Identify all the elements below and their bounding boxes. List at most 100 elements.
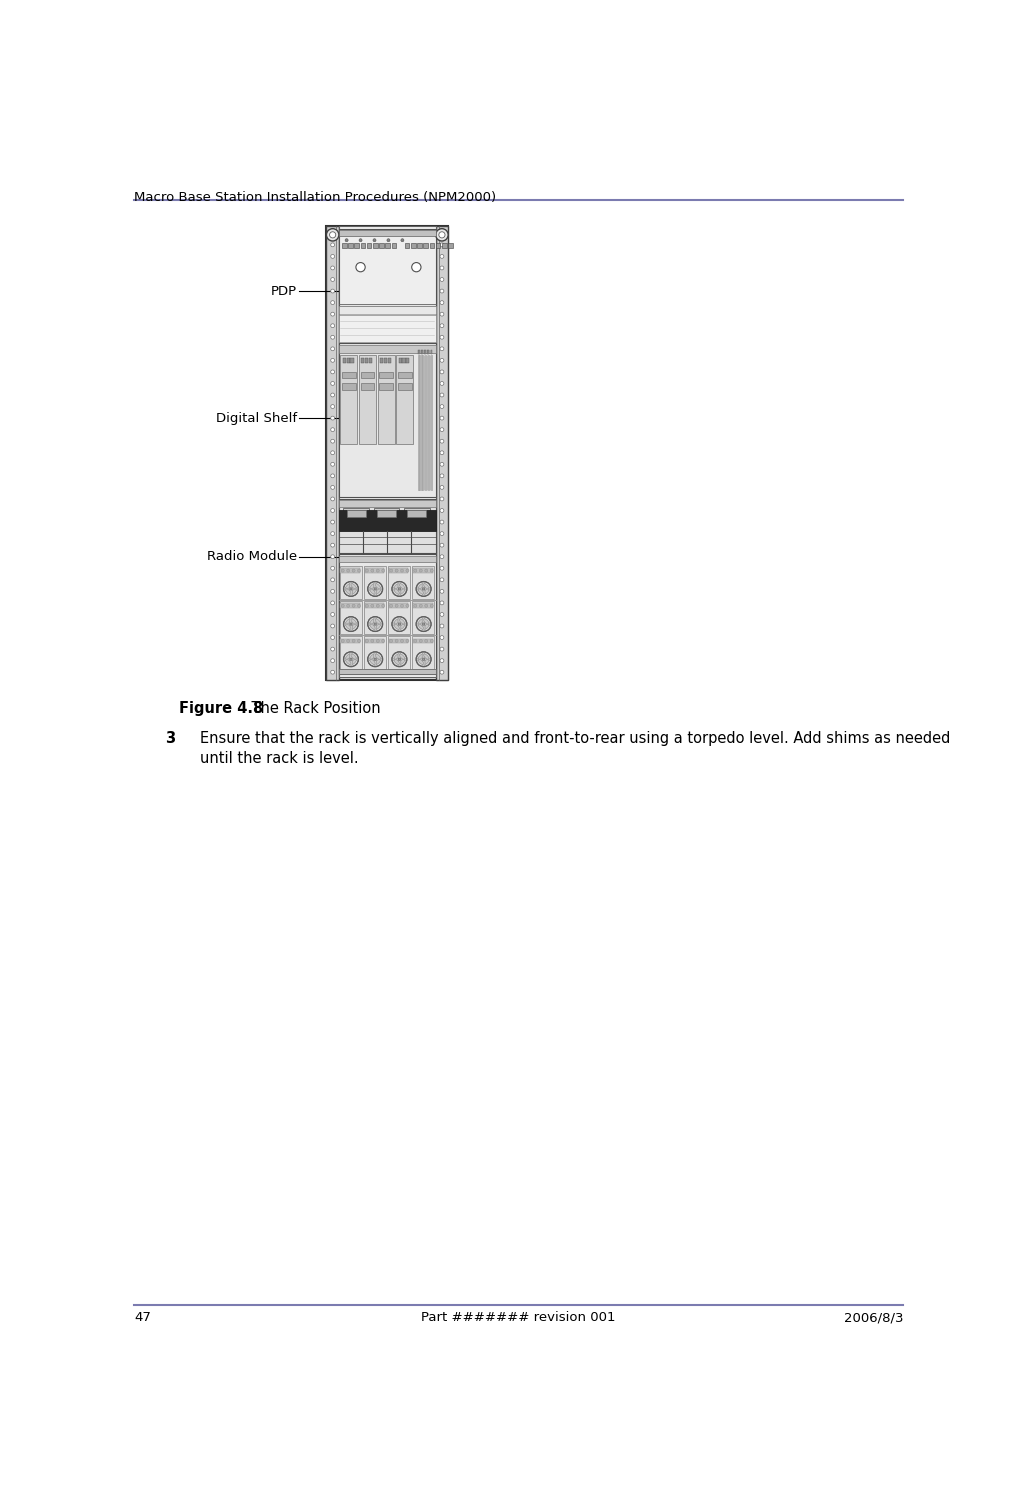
Circle shape <box>331 278 335 281</box>
Circle shape <box>331 300 335 305</box>
Bar <box>412 638 432 643</box>
Bar <box>406 510 426 517</box>
Circle shape <box>376 640 379 643</box>
Ellipse shape <box>417 658 423 661</box>
Text: Digital Shelf: Digital Shelf <box>215 411 296 425</box>
Circle shape <box>440 289 444 293</box>
Ellipse shape <box>373 589 376 597</box>
Ellipse shape <box>349 617 352 623</box>
Circle shape <box>440 601 444 605</box>
Bar <box>391 242 396 248</box>
Circle shape <box>398 623 400 625</box>
Circle shape <box>350 658 352 661</box>
Bar <box>350 357 353 363</box>
Bar <box>339 555 436 674</box>
Bar <box>402 357 405 363</box>
Ellipse shape <box>370 659 375 664</box>
Ellipse shape <box>375 658 382 661</box>
Bar <box>436 242 440 248</box>
Ellipse shape <box>346 623 351 629</box>
Bar <box>412 568 432 573</box>
Circle shape <box>341 604 344 607</box>
Ellipse shape <box>399 588 406 591</box>
Circle shape <box>413 604 417 607</box>
Bar <box>340 354 357 444</box>
Circle shape <box>331 359 335 362</box>
Circle shape <box>394 570 397 573</box>
Circle shape <box>386 239 389 242</box>
Circle shape <box>440 670 444 674</box>
Circle shape <box>331 543 335 547</box>
Bar <box>342 383 356 390</box>
Circle shape <box>394 604 397 607</box>
Circle shape <box>440 393 444 398</box>
Ellipse shape <box>399 583 404 589</box>
Bar <box>383 357 386 363</box>
Ellipse shape <box>422 617 425 623</box>
Circle shape <box>365 570 368 573</box>
Circle shape <box>331 613 335 616</box>
Ellipse shape <box>370 583 375 589</box>
Bar <box>369 357 372 363</box>
Ellipse shape <box>370 619 375 623</box>
Circle shape <box>416 582 431 597</box>
Circle shape <box>405 640 408 643</box>
Circle shape <box>359 239 362 242</box>
Circle shape <box>365 604 368 607</box>
Ellipse shape <box>399 589 404 594</box>
Circle shape <box>331 567 335 570</box>
Bar <box>366 242 371 248</box>
Bar <box>388 638 408 643</box>
Circle shape <box>440 324 444 327</box>
Circle shape <box>439 232 445 238</box>
Ellipse shape <box>351 619 356 623</box>
Ellipse shape <box>368 658 374 661</box>
Ellipse shape <box>399 623 404 629</box>
Bar <box>339 230 436 236</box>
Text: PDP: PDP <box>271 284 296 298</box>
Circle shape <box>440 242 444 247</box>
Ellipse shape <box>346 589 351 594</box>
Text: Ensure that the rack is vertically aligned and front-to-rear using a torpedo lev: Ensure that the rack is vertically align… <box>200 731 949 765</box>
Ellipse shape <box>375 659 380 664</box>
Circle shape <box>440 369 444 374</box>
Circle shape <box>331 579 335 582</box>
Ellipse shape <box>373 582 376 589</box>
Ellipse shape <box>393 623 399 629</box>
Ellipse shape <box>393 653 399 659</box>
Bar <box>365 357 368 363</box>
Ellipse shape <box>375 583 380 589</box>
Bar <box>343 508 369 519</box>
Ellipse shape <box>397 582 400 589</box>
Circle shape <box>331 335 335 339</box>
Bar <box>387 601 409 634</box>
Circle shape <box>440 474 444 478</box>
Circle shape <box>391 616 406 631</box>
Bar <box>340 637 361 670</box>
Bar <box>379 357 382 363</box>
Ellipse shape <box>418 583 424 589</box>
Circle shape <box>331 324 335 327</box>
Circle shape <box>331 266 335 271</box>
Ellipse shape <box>346 583 351 589</box>
Text: 3: 3 <box>165 731 175 746</box>
Bar <box>339 510 436 531</box>
Circle shape <box>440 300 444 305</box>
Bar <box>359 354 376 444</box>
Bar <box>410 242 416 248</box>
Circle shape <box>440 567 444 570</box>
Bar <box>339 344 436 498</box>
Circle shape <box>374 658 376 661</box>
Circle shape <box>422 588 425 591</box>
Ellipse shape <box>368 622 374 625</box>
Bar <box>364 604 384 608</box>
Ellipse shape <box>375 589 380 594</box>
Bar <box>442 242 446 248</box>
Circle shape <box>413 570 417 573</box>
Circle shape <box>389 640 392 643</box>
Circle shape <box>440 496 444 501</box>
Circle shape <box>331 428 335 432</box>
Bar <box>361 357 364 363</box>
Ellipse shape <box>368 588 374 591</box>
Circle shape <box>331 451 335 454</box>
